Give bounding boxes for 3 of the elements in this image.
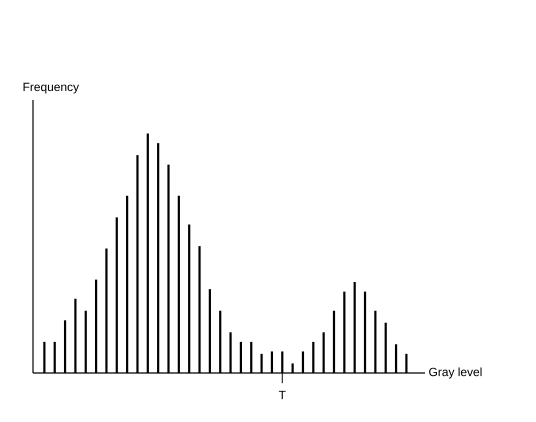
y-axis-title: Frequency [24,82,80,94]
text: T [278,390,286,400]
x-axis-title: Gray level [429,367,482,379]
